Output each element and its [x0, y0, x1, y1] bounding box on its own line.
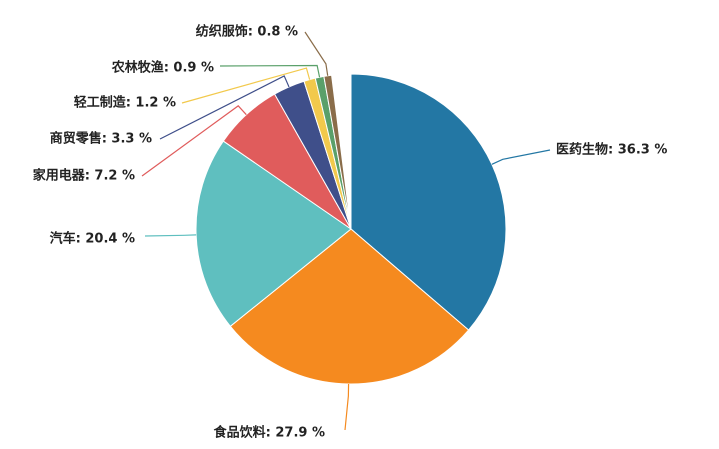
- slice-label: 纺织服饰: 0.8 %: [196, 24, 298, 40]
- pie-slice: [350, 73, 507, 331]
- slice-label: 医药生物: 36.3 %: [556, 142, 667, 158]
- leader-line: [491, 149, 551, 165]
- leader-line: [144, 234, 197, 237]
- leader-line: [181, 67, 311, 104]
- leader-line: [159, 75, 290, 140]
- leader-line: [219, 64, 321, 78]
- leader-line: [344, 383, 350, 431]
- leader-line: [304, 31, 329, 76]
- pie-slice: [229, 228, 470, 385]
- slice-label: 商贸零售: 3.3 %: [50, 131, 152, 147]
- slice-label: 食品饮料: 27.9 %: [214, 425, 325, 441]
- leader-line: [141, 105, 247, 177]
- slice-label: 家用电器: 7.2 %: [33, 168, 135, 184]
- slice-label: 轻工制造: 1.2 %: [74, 95, 176, 111]
- slice-label: 农林牧渔: 0.9 %: [111, 60, 214, 76]
- slice-label: 汽车: 20.4 %: [50, 231, 135, 247]
